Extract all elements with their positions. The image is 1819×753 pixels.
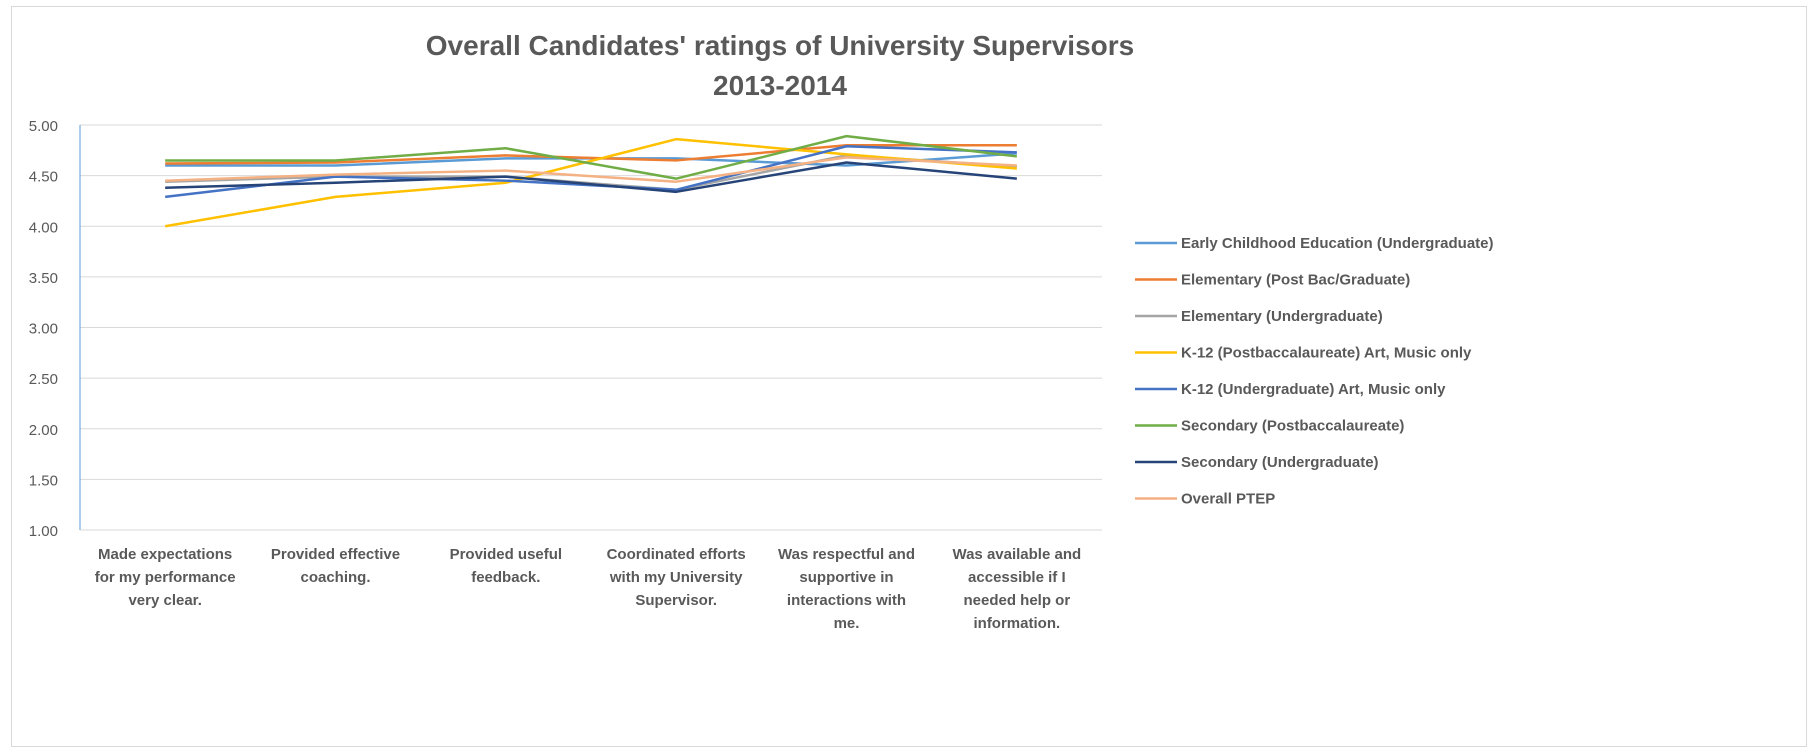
plot-area [164,134,1017,228]
y-tick-label: 2.50 [29,371,58,388]
y-tick-label: 3.50 [29,270,58,287]
x-tick-label: Provided useful feedback. [450,546,563,586]
x-tick-label: Was respectful and supportive in interacti… [778,546,915,632]
series-line [165,156,1017,183]
series-line [165,134,1017,180]
chart-title: Overall Candidates' ratings of Universit… [425,30,1135,61]
y-tick-label: 5.00 [29,118,58,135]
legend-label: Elementary (Post Bac/Graduate) [1181,272,1410,289]
legend-label: Elementary (Undergraduate) [1181,308,1383,325]
legend-label: Secondary (Undergraduate) [1181,454,1379,471]
x-tick-label: Provided effective coaching. [271,546,400,586]
gridlines [80,124,1102,480]
y-axis: 1.00 1.50 2.00 2.50 3.00 3.50 4.00 4.50 5.00 [29,118,81,540]
x-tick-label: Made expectations for my performance very … [95,546,236,609]
chart-subtitle: 2013-2014 [713,70,847,101]
legend-label: Secondary (Postbaccalaureate) [1181,418,1404,435]
series-line [165,161,1017,194]
legend-label: K-12 (Postbaccalaureate) Art, Music only [1181,345,1472,362]
legend: Early Childhood Education (Undergraduate… [1135,235,1494,508]
series-line [164,137,1017,228]
y-tick-label: 4.00 [29,219,58,236]
y-tick-label: 1.00 [29,523,58,540]
legend-label: K-12 (Undergraduate) Art, Music only [1181,381,1446,398]
chart-frame [11,6,1807,747]
series-line [165,145,1017,199]
x-axis: Made expectations for my performance very … [80,529,1102,632]
legend-label: Overall PTEP [1181,491,1275,508]
y-tick-label: 1.50 [29,472,58,489]
y-tick-label: 2.00 [29,422,58,439]
y-tick-label: 4.50 [29,169,58,186]
y-tick-label: 3.00 [29,321,58,338]
x-tick-label: Coordinated efforts with my University Sup… [607,546,746,609]
series-line [165,144,1017,165]
legend-label: Early Childhood Education (Undergraduate… [1181,235,1494,252]
